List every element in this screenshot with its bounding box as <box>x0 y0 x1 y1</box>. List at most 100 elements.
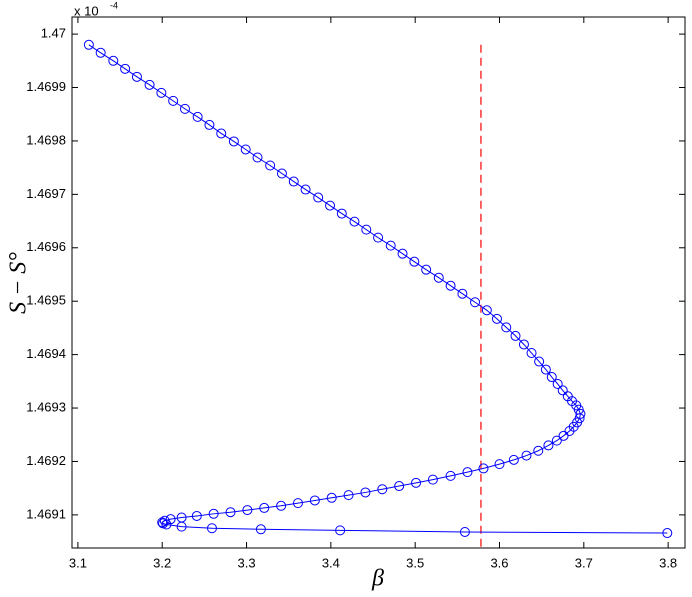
x-tick-label: 3.7 <box>575 555 593 570</box>
data-point <box>225 507 236 518</box>
data-point <box>427 474 438 485</box>
data-point <box>462 467 473 478</box>
data-point <box>144 79 155 90</box>
data-point <box>288 176 299 187</box>
x-tick-label: 3.4 <box>322 555 340 570</box>
x-tick-label: 3.3 <box>238 555 256 570</box>
data-point <box>83 39 94 50</box>
data-point <box>518 339 529 350</box>
data-point <box>361 224 372 235</box>
data-point <box>526 348 537 359</box>
data-point <box>445 470 456 481</box>
y-axis-title: S − S° <box>6 252 32 314</box>
data-point <box>168 95 179 106</box>
data-point <box>543 440 554 451</box>
data-point <box>176 521 187 532</box>
data-point <box>411 477 422 488</box>
data-point <box>95 47 106 58</box>
data-point <box>662 528 673 539</box>
data-point <box>228 136 239 147</box>
data-point <box>309 495 320 506</box>
x-tick-label: 3.2 <box>153 555 171 570</box>
data-point <box>564 426 575 437</box>
data-point <box>478 463 489 474</box>
data-point <box>360 487 371 498</box>
data-point <box>265 160 276 171</box>
y-tick-label: 1.4692 <box>26 453 66 468</box>
data-point <box>491 313 502 324</box>
data-point <box>397 248 408 259</box>
x-tick-label: 3.6 <box>490 555 508 570</box>
x-tick-label: 3.1 <box>69 555 87 570</box>
data-point <box>216 128 227 139</box>
data-point <box>276 500 287 511</box>
data-point <box>252 152 263 163</box>
data-point <box>192 111 203 122</box>
y-tick-label: 1.4698 <box>26 132 66 147</box>
data-point <box>208 508 219 519</box>
data-point <box>156 87 167 98</box>
x-tick-label: 3.8 <box>659 555 677 570</box>
data-point <box>510 330 521 341</box>
y-tick-label: 1.4691 <box>26 506 66 521</box>
data-point <box>552 378 563 389</box>
data-point <box>204 119 215 130</box>
data-point <box>494 459 505 470</box>
data-point <box>481 305 492 316</box>
data-point <box>501 322 512 333</box>
y-tick-label: 1.4696 <box>26 239 66 254</box>
data-point <box>558 430 569 441</box>
data-point <box>470 297 481 308</box>
data-point <box>409 256 420 267</box>
data-point <box>457 288 468 299</box>
data-point <box>292 498 303 509</box>
y-tick-label: 1.4693 <box>26 399 66 414</box>
data-point <box>325 200 336 211</box>
data-point <box>534 356 545 367</box>
data-point <box>191 510 202 521</box>
data-point <box>373 232 384 243</box>
data-point <box>546 372 557 383</box>
data-point <box>131 71 142 82</box>
y-tick-label: 1.4699 <box>26 79 66 94</box>
data-point <box>242 505 253 516</box>
data-point <box>161 519 172 530</box>
data-point <box>508 454 519 465</box>
data-point <box>313 192 324 203</box>
data-point <box>108 55 119 66</box>
data-point <box>445 280 456 291</box>
series-line <box>88 44 668 534</box>
plot-frame <box>71 16 686 549</box>
data-point <box>276 168 287 179</box>
data-point <box>377 484 388 495</box>
data-point <box>385 240 396 251</box>
data-point <box>557 385 568 396</box>
data-point <box>255 524 266 535</box>
x-axis-title: β <box>371 566 384 592</box>
data-point <box>394 481 405 492</box>
data-point <box>179 103 190 114</box>
data-point <box>343 490 354 501</box>
y-tick-label: 1.4697 <box>26 186 66 201</box>
data-point <box>349 216 360 227</box>
data-point <box>336 208 347 219</box>
data-point <box>421 264 432 275</box>
data-point <box>206 523 217 534</box>
data-point <box>300 184 311 195</box>
data-point <box>575 408 586 419</box>
data-point <box>459 526 470 537</box>
data-point <box>433 272 444 283</box>
data-point <box>335 525 346 536</box>
data-point <box>259 502 270 513</box>
data-point <box>533 445 544 456</box>
y-multiplier-exponent: -4 <box>110 0 118 10</box>
x-tick-label: 3.5 <box>406 555 424 570</box>
data-point <box>120 63 131 74</box>
y-tick-label: 1.4694 <box>26 346 66 361</box>
data-point <box>551 435 562 446</box>
data-point <box>540 364 551 375</box>
y-tick-label: 1.4695 <box>26 293 66 308</box>
data-point <box>326 492 337 503</box>
